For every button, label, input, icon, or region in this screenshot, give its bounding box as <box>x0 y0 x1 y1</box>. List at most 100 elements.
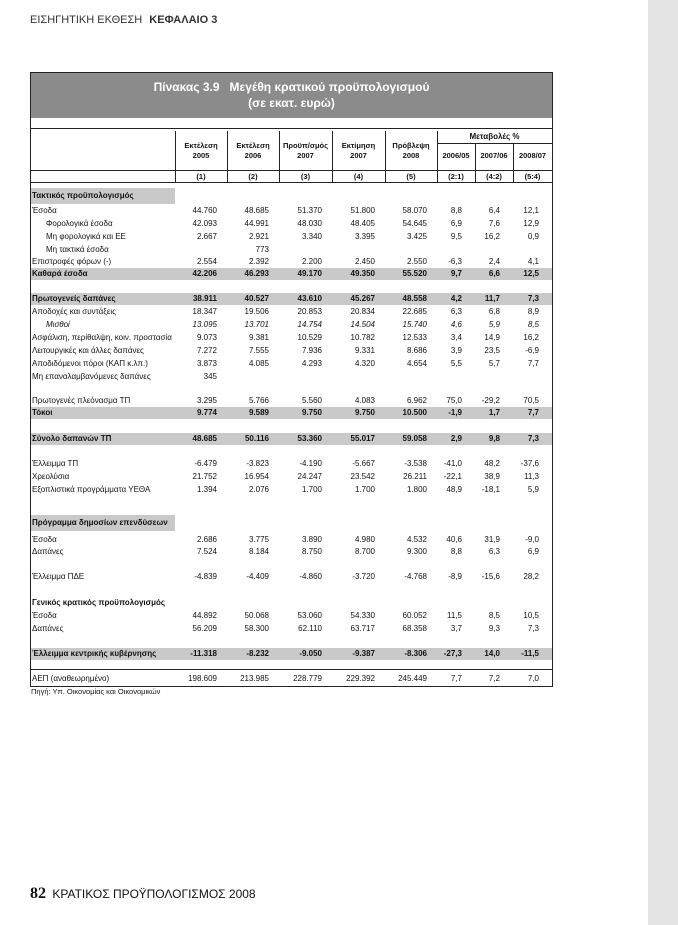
cell: 2.392 <box>248 257 269 266</box>
cell: 7,6 <box>488 219 500 228</box>
cell: 1.700 <box>354 485 375 494</box>
cell: 10.500 <box>402 408 427 417</box>
col-rule <box>175 131 176 182</box>
section-label: Γενικός κρατικός προϋπολογισμός <box>32 598 166 607</box>
col-rule <box>332 131 333 182</box>
cell: 4,6 <box>450 320 462 329</box>
cell: -9.050 <box>299 649 322 658</box>
cell: 2.667 <box>196 232 217 241</box>
rule <box>31 170 552 171</box>
cell: 3.295 <box>196 396 217 405</box>
cell: 3,7 <box>450 624 462 633</box>
cell: 62.110 <box>298 624 322 633</box>
cell: 14.504 <box>350 320 375 329</box>
cell: -4.768 <box>404 572 427 581</box>
cell: 63.717 <box>350 624 375 633</box>
cell: 59.058 <box>402 434 427 443</box>
cell: 14,9 <box>484 333 500 342</box>
cell: 9,5 <box>450 232 462 241</box>
col-rule <box>227 131 228 182</box>
cell: 4,1 <box>527 257 539 266</box>
side-strip <box>648 0 678 925</box>
cell: 11,7 <box>484 294 500 303</box>
row-label: Μισθοί <box>46 320 70 329</box>
cell: 11,3 <box>524 472 539 481</box>
row-label: ΑΕΠ (αναθεωρημένο) <box>32 674 110 683</box>
table-title: Πίνακας 3.9 Μεγέθη κρατικού προϋπολογισμ… <box>153 80 430 94</box>
cell: 48.030 <box>297 219 322 228</box>
cell: 3.775 <box>248 535 269 544</box>
cell: 6.962 <box>406 396 427 405</box>
cell: -11,5 <box>521 649 539 658</box>
cell: 2.200 <box>301 257 322 266</box>
table-subtitle: (σε εκατ. ευρώ) <box>248 96 335 110</box>
cell: 23,5 <box>484 346 500 355</box>
cell: -6,3 <box>448 257 462 266</box>
cell: 12.533 <box>402 333 427 342</box>
cell: 58.300 <box>244 624 269 633</box>
cell: 7,0 <box>527 674 539 683</box>
cell: 8,8 <box>450 206 462 215</box>
column-index: (1) <box>196 172 206 181</box>
cell: 9.750 <box>354 408 375 417</box>
row-label: Πρωτογενές πλεόνασμα ΤΠ <box>32 396 131 405</box>
cell: 58.070 <box>402 206 427 215</box>
row-label: Χρεολύσια <box>32 472 70 481</box>
cell: 3.395 <box>354 232 375 241</box>
cell: 10,5 <box>523 611 539 620</box>
cell: 38.911 <box>192 294 217 303</box>
cell: -4.860 <box>299 572 322 581</box>
row-label: Δαπάνες <box>32 547 64 556</box>
column-label: Εκτέλεση <box>236 141 270 150</box>
row-label: Αποδιδόμενοι πόροι (ΚΑΠ κ.λπ.) <box>32 359 148 368</box>
footer: 82 ΚΡΑΤΙΚΟΣ ΠΡΟΫΠΟΛΟΓΙΣΜΟΣ 2008 <box>30 886 256 902</box>
cell: 5,9 <box>488 320 500 329</box>
cell: 44.892 <box>192 611 217 620</box>
cell: 10.529 <box>297 333 322 342</box>
section-label: Τακτικός προϋπολογισμός <box>32 191 134 200</box>
cell: 50.068 <box>244 611 269 620</box>
row-label: Έλλειμμα κεντρικής κυβέρνησης <box>32 649 157 658</box>
cell: 14,0 <box>484 649 500 658</box>
cell: 6,4 <box>488 206 500 215</box>
row-label: Έσοδα <box>32 206 57 215</box>
cell: 4.083 <box>354 396 375 405</box>
row-label: Έλλειμμα ΠΔΕ <box>32 572 85 581</box>
cell: 54.330 <box>350 611 375 620</box>
cell: 0,9 <box>527 232 539 241</box>
cell: 21.752 <box>192 472 217 481</box>
cell: 55.520 <box>402 269 427 278</box>
row-label: Δαπάνες <box>32 624 64 633</box>
cell: 213.985 <box>240 674 269 683</box>
row-shade <box>31 433 552 445</box>
cell: 7.524 <box>196 547 217 556</box>
cell: 7.555 <box>248 346 269 355</box>
cell: 2,4 <box>488 257 500 266</box>
cell: 9.589 <box>248 408 269 417</box>
cell: 9.774 <box>196 408 217 417</box>
cell: -3.538 <box>404 459 427 468</box>
cell: 53.060 <box>297 611 322 620</box>
cell: 2.550 <box>406 257 427 266</box>
col-rule <box>513 143 514 182</box>
cell: -37,6 <box>520 459 539 468</box>
cell: 3,9 <box>450 346 462 355</box>
cell: 60.052 <box>402 611 427 620</box>
column-index: (5:4) <box>524 172 541 181</box>
cell: 16,2 <box>484 232 500 241</box>
change-group: Μεταβολές % <box>469 132 520 141</box>
cell: 7,3 <box>527 294 539 303</box>
header-chapter: ΚΕΦΑΛΑΙΟ 3 <box>149 14 218 26</box>
row-label: Ασφάλιση, περίθαλψη, κοιν. προστασία <box>32 333 172 342</box>
cell: -6,9 <box>525 346 539 355</box>
column-label: Πρόβλεψη <box>392 141 430 150</box>
cell: -18,1 <box>481 485 500 494</box>
cell: 13.701 <box>244 320 269 329</box>
cell: 8,5 <box>527 320 539 329</box>
page-number: 82 <box>30 885 46 902</box>
cell: 6,3 <box>450 307 462 316</box>
cell: 45.267 <box>350 294 375 303</box>
col-rule <box>475 143 476 182</box>
cell: 3.340 <box>301 232 322 241</box>
cell: 49.170 <box>297 269 322 278</box>
